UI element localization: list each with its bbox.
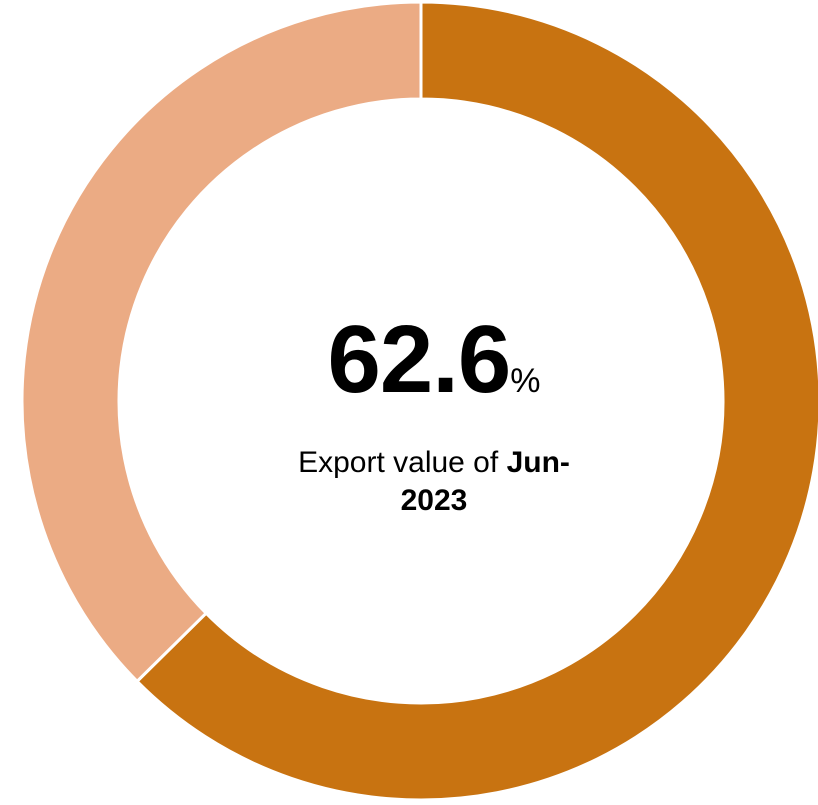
center-unit: % [510,362,541,400]
caption-prefix: Export value of [298,446,499,479]
center-caption: Export value of Jun- 2023 [259,444,609,520]
caption-period-part1: Jun- [506,446,570,479]
caption-period-part2: 2023 [400,484,468,517]
center-label: 62.6% Export value of Jun- 2023 [259,308,609,520]
center-value-row: 62.6% [259,308,609,440]
center-value: 62.6 [327,306,511,413]
donut-slice-1 [134,0,818,802]
donut-slice-2 [20,0,423,684]
